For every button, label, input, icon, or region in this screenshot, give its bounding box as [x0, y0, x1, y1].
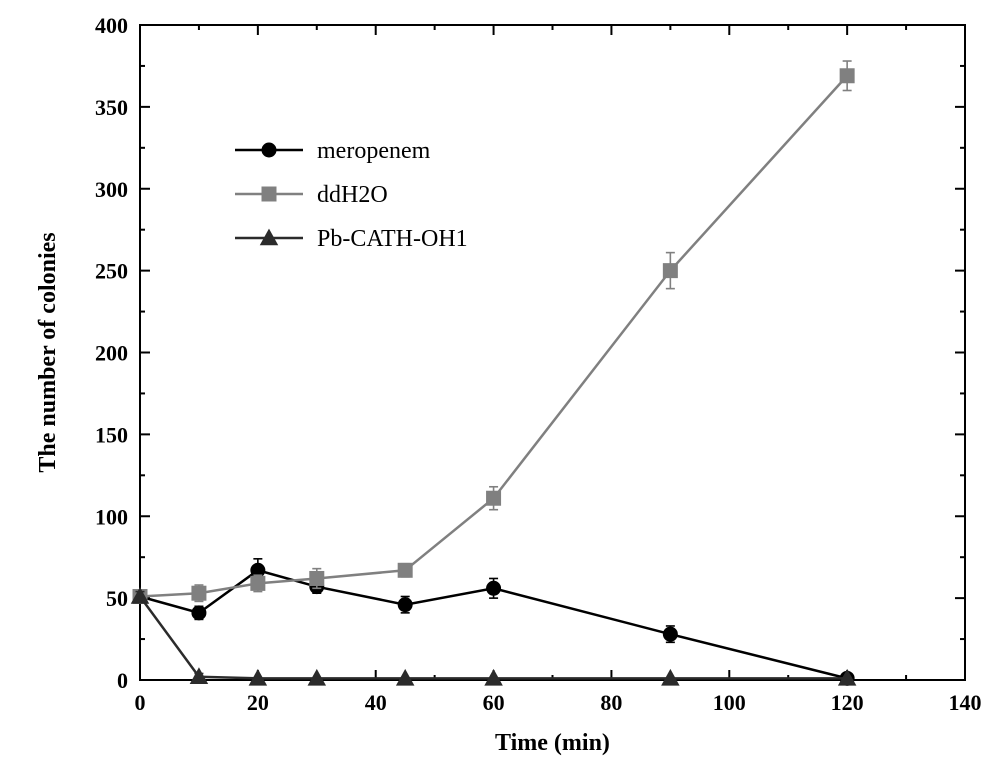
- x-axis-label: Time (min): [495, 730, 610, 756]
- y-tick-label: 350: [95, 95, 128, 120]
- y-tick-label: 50: [106, 586, 128, 611]
- y-tick-label: 300: [95, 177, 128, 202]
- legend-label-meropenem: meropenem: [317, 138, 431, 164]
- y-tick-label: 250: [95, 259, 128, 284]
- chart-container: 0 20 40 60 80 100 120 140 0 50 100 150 200 250 300 350 4…: [0, 0, 1000, 774]
- x-tick-label: 140: [949, 690, 982, 715]
- x-tick-label: 120: [831, 690, 864, 715]
- y-tick-label: 200: [95, 341, 128, 366]
- legend-label-ddH2O: ddH2O: [317, 182, 388, 208]
- x-tick-label: 80: [600, 690, 622, 715]
- legend-label-Pb-CATH-OH1: Pb-CATH-OH1: [317, 226, 468, 252]
- x-tick-label: 0: [135, 690, 146, 715]
- x-tick-label: 40: [365, 690, 387, 715]
- x-tick-label: 100: [713, 690, 746, 715]
- x-tick-label: 60: [483, 690, 505, 715]
- y-tick-label: 0: [117, 668, 128, 693]
- y-tick-label: 400: [95, 13, 128, 38]
- y-axis-label: The number of colonies: [35, 232, 61, 472]
- x-tick-label: 20: [247, 690, 269, 715]
- y-tick-label: 100: [95, 504, 128, 529]
- y-tick-label: 150: [95, 422, 128, 447]
- line-chart: 0 20 40 60 80 100 120 140 0 50 100 150 200 250 300 350 4…: [0, 0, 1000, 774]
